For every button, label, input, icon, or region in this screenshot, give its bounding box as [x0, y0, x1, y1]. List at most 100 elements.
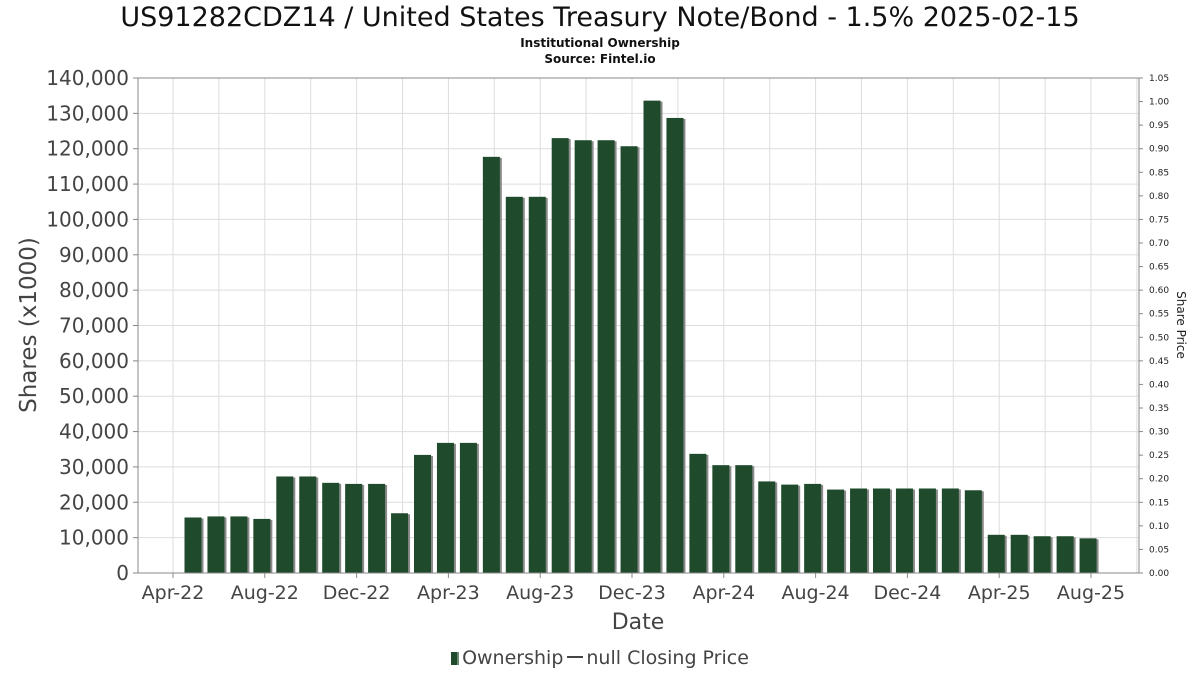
legend-price: null Closing Price [586, 647, 749, 669]
legend: Ownership null Closing Price [0, 647, 1200, 669]
ownership-bar [941, 488, 959, 573]
ownership-bar [895, 488, 913, 573]
y-axis: 0 10,000 20,000 30,000 40,000 50,000 60,000 70,… [46, 66, 138, 585]
x-tick-label: Apr-22 [142, 582, 205, 604]
y2-tick-label: 1.05 [1149, 74, 1169, 84]
ownership-bar [1033, 536, 1051, 573]
ownership-bar [505, 196, 523, 574]
y-tick-label: 100,000 [46, 207, 129, 231]
y-tick-label: 140,000 [46, 66, 129, 90]
y2-tick-label: 0.05 [1149, 545, 1169, 555]
y-tick-label: 30,000 [59, 455, 129, 479]
ownership-bar [414, 454, 431, 573]
ownership-bar [459, 442, 477, 573]
y2-tick-label: 0.85 [1149, 168, 1169, 178]
y2-tick-label: 0.70 [1149, 239, 1169, 249]
chart-subtitle: Institutional Ownership [520, 36, 680, 50]
price-legend-swatch [567, 656, 584, 658]
ownership-bar [299, 476, 317, 573]
ownership-bar [712, 465, 730, 573]
ownership-bar [643, 100, 661, 573]
ownership-bar [1010, 534, 1028, 573]
ownership-bar [918, 488, 936, 573]
x-axis: Apr-22 Aug-22 Dec-22 Apr-23 Aug-23 Dec-23 Apr-… [142, 573, 1125, 604]
ownership-bar [781, 484, 799, 573]
x-tick-label: Apr-25 [968, 582, 1031, 604]
y2-axis: 0.00 0.05 0.10 0.15 0.20 0.25 0.30 0.35 0.40 0.45… [1139, 74, 1169, 579]
y-tick-label: 70,000 [59, 314, 129, 338]
y2-axis-label: Share Price [1174, 291, 1188, 359]
y2-tick-label: 0.45 [1149, 357, 1169, 367]
y-tick-label: 10,000 [59, 526, 129, 550]
x-tick-label: Aug-23 [506, 582, 574, 604]
x-tick-label: Dec-23 [598, 582, 666, 604]
ownership-bar [391, 513, 409, 573]
ownership-bar [850, 488, 868, 573]
y-tick-label: 130,000 [46, 101, 129, 125]
ownership-bar [689, 453, 707, 573]
x-tick-label: Aug-25 [1057, 582, 1125, 604]
y2-tick-label: 0.15 [1149, 498, 1169, 508]
ownership-bar [873, 488, 890, 573]
ownership-bar [735, 465, 753, 573]
x-axis-label: Date [612, 610, 665, 635]
y-tick-label: 110,000 [46, 172, 129, 196]
y-tick-label: 80,000 [59, 278, 129, 302]
ownership-bar [230, 516, 248, 573]
ownership-legend-swatch [451, 652, 460, 665]
y-tick-label: 0 [116, 561, 129, 585]
ownership-bar [827, 489, 845, 573]
ownership-bar [322, 482, 340, 573]
ownership-bar [574, 140, 592, 573]
y2-tick-label: 1.00 [1149, 98, 1169, 108]
ownership-bar [207, 516, 225, 573]
y2-tick-label: 0.55 [1149, 310, 1169, 320]
x-tick-label: Aug-24 [782, 582, 850, 604]
ownership-bar [253, 518, 271, 573]
y-tick-label: 60,000 [59, 349, 129, 373]
y-tick-label: 20,000 [59, 490, 129, 514]
x-tick-label: Apr-24 [692, 582, 755, 604]
ownership-bar [597, 140, 615, 573]
ownership-bar [666, 117, 684, 573]
ownership-bar [276, 476, 294, 573]
y-tick-label: 50,000 [59, 384, 129, 408]
x-tick-label: Apr-23 [417, 582, 480, 604]
ownership-bar [987, 534, 1005, 573]
y2-tick-label: 0.80 [1149, 192, 1169, 202]
chart-source: Source: Fintel.io [544, 52, 656, 66]
y2-tick-label: 0.75 [1149, 215, 1169, 225]
ownership-bar [804, 483, 822, 573]
y2-tick-label: 0.30 [1149, 428, 1169, 438]
y2-tick-label: 0.35 [1149, 404, 1169, 414]
y2-tick-label: 0.40 [1149, 380, 1169, 390]
chart-title: US91282CDZ14 / United States Treasury No… [120, 2, 1080, 33]
ownership-bar [528, 196, 546, 574]
y-tick-label: 90,000 [59, 243, 129, 267]
y2-tick-label: 0.20 [1149, 475, 1169, 485]
y-tick-label: 40,000 [59, 420, 129, 444]
y2-tick-label: 0.50 [1149, 333, 1169, 343]
x-tick-label: Dec-22 [323, 582, 391, 604]
y-tick-label: 120,000 [46, 137, 129, 161]
y2-tick-label: 0.00 [1149, 569, 1169, 579]
ownership-bar [551, 138, 569, 573]
ownership-bar [964, 490, 982, 573]
ownership-bar [436, 442, 454, 573]
y2-tick-label: 0.95 [1149, 121, 1169, 131]
y-axis-label: Shares (x1000) [16, 237, 42, 413]
x-tick-label: Aug-22 [231, 582, 299, 604]
ownership-bars [184, 100, 1099, 574]
ownership-bar [368, 483, 386, 573]
ownership-bar [1079, 538, 1097, 573]
ownership-bar [345, 483, 363, 573]
ownership-bar [620, 146, 638, 573]
ownership-chart: 0 10,000 20,000 30,000 40,000 50,000 60,000 70,… [16, 66, 1188, 635]
x-tick-label: Dec-24 [873, 582, 941, 604]
y2-tick-label: 0.90 [1149, 145, 1169, 155]
y2-tick-label: 0.65 [1149, 263, 1169, 273]
legend-ownership: Ownership [462, 647, 564, 669]
ownership-bar [184, 517, 202, 573]
ownership-bar [1056, 536, 1074, 573]
y2-tick-label: 0.10 [1149, 522, 1169, 532]
